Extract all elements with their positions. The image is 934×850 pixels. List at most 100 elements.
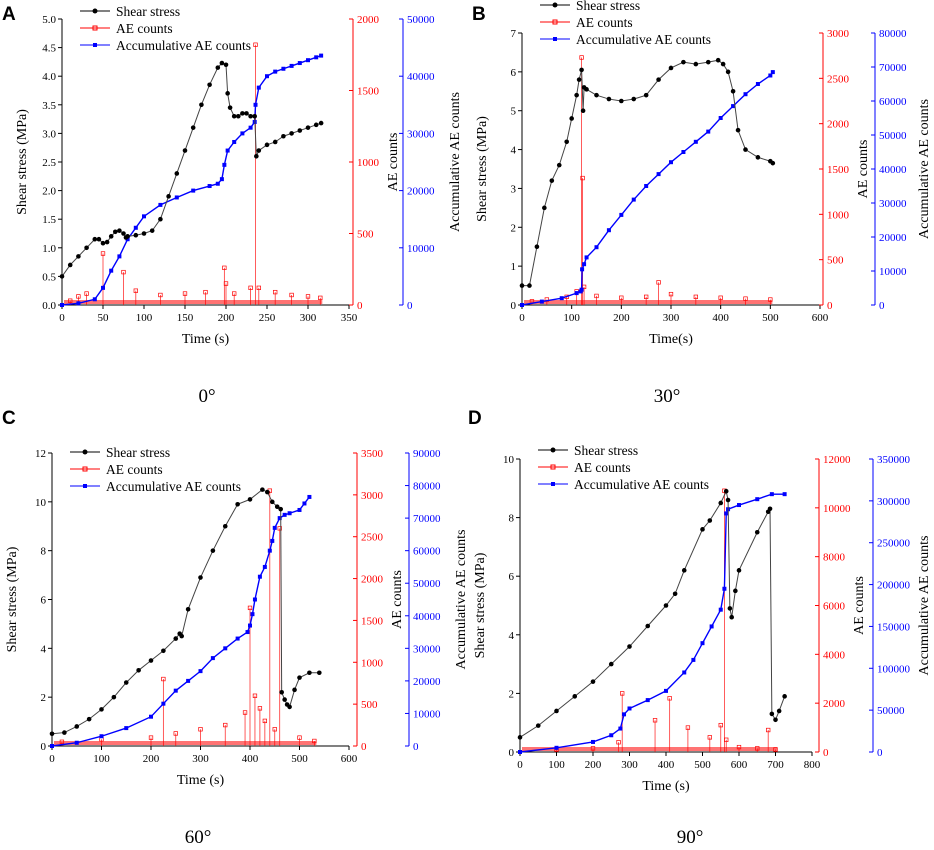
shear-stress-point — [776, 708, 782, 714]
shear-stress-point — [248, 113, 253, 119]
ae-noise-band — [64, 300, 323, 304]
ae-point — [203, 289, 208, 295]
shear-stress-point — [736, 568, 742, 573]
shear-stress-point — [769, 711, 775, 717]
ae-tick-label: 8000 — [823, 552, 846, 564]
shear-stress-point — [149, 228, 155, 233]
cum-ae-point — [580, 267, 585, 272]
cum-tick-label: 90000 — [413, 448, 441, 460]
x-tick-label: 400 — [712, 312, 729, 324]
cum-ae-point — [618, 726, 623, 731]
cum-ae-point — [709, 624, 714, 629]
ae-tick-label: 1000 — [827, 209, 850, 221]
shear-stress-point — [735, 127, 741, 133]
shear-stress-point — [96, 236, 102, 242]
ae-point — [579, 55, 584, 60]
shear-stress-point — [269, 499, 275, 505]
cum-ae-point — [158, 202, 163, 207]
cum-tick-label: 40000 — [407, 71, 435, 83]
shear-stress-point — [198, 575, 203, 580]
shear-stress-point — [715, 57, 721, 63]
ae-tick-label: 12000 — [823, 454, 851, 466]
cum-ae-point — [631, 197, 636, 202]
shear-stress-point — [281, 133, 286, 139]
shear-stress-point — [656, 77, 661, 82]
shear-stress-point — [108, 234, 114, 239]
y-tick-label: 1.5 — [42, 214, 56, 226]
ae-point — [262, 718, 267, 724]
ae-point — [766, 727, 771, 733]
cum-ae-point — [223, 646, 228, 651]
cum-ae-point — [718, 116, 723, 120]
shear-stress-point — [59, 274, 65, 279]
cum-ae-point — [270, 538, 275, 543]
shear-stress-point — [136, 668, 141, 673]
cum-ae-point — [173, 688, 178, 693]
shear-stress-point — [190, 125, 196, 130]
ae-tick-label: 10000 — [823, 503, 851, 515]
shear-stress-point — [236, 113, 241, 119]
ae-tick-label: 1000 — [357, 157, 380, 169]
cum-ae-point — [627, 706, 632, 711]
legend-marker — [552, 19, 558, 25]
shear-stress-point — [158, 216, 163, 222]
cum-tick-label: 10000 — [407, 243, 435, 255]
cum-ae-point — [669, 160, 673, 165]
y-axis-label: Shear stress (MPa) — [15, 109, 30, 215]
shear-stress-point — [225, 91, 230, 96]
cum-tick-label: 50000 — [407, 14, 435, 26]
ae-point — [305, 294, 311, 299]
cum-ae-point — [101, 285, 105, 290]
cum-ae-point — [250, 612, 255, 617]
ae-point — [277, 526, 282, 531]
cum-tick-label: 20000 — [413, 676, 441, 688]
cum-ae-point — [302, 501, 307, 506]
ae-point — [616, 740, 621, 745]
ae-point — [736, 744, 742, 750]
shear-stress-point — [297, 675, 302, 680]
x-tick-label: 500 — [694, 759, 711, 771]
x-tick-label: 350 — [341, 312, 358, 324]
shear-stress-point — [272, 139, 278, 145]
y-axis-label: Shear stress (MPa) — [475, 116, 490, 222]
cum-ae-point — [289, 63, 294, 68]
shear-stress-point — [718, 500, 724, 506]
cum-ae-point — [219, 177, 224, 182]
shear-stress-point — [579, 67, 584, 73]
shear-stress-point — [313, 122, 319, 128]
cum-tick-label: 40000 — [413, 611, 441, 623]
cum-ae-point — [287, 511, 292, 516]
shear-stress-point — [725, 69, 731, 75]
x-tick-label: 600 — [341, 753, 358, 765]
shear-stress-point — [773, 717, 778, 723]
ae-point — [312, 738, 317, 744]
cum-ae-point — [656, 172, 661, 177]
y-tick-label: 3.5 — [42, 100, 56, 112]
shear-stress-point — [111, 694, 117, 700]
ae-tick-label: 2500 — [361, 532, 384, 544]
legend-marker — [550, 447, 556, 453]
shear-stress-point — [123, 680, 129, 685]
y-tick-label: 1 — [511, 261, 517, 273]
cum-ae-point — [222, 162, 227, 167]
cum-ae-point — [124, 726, 129, 731]
cum-ae-point — [724, 511, 729, 516]
ae-noise-band — [522, 747, 778, 751]
shear-stress-point — [755, 155, 761, 160]
x-tick-label: 50 — [98, 312, 110, 324]
cum-ae-point — [755, 497, 760, 502]
cum-tick-label: 50000 — [879, 130, 907, 142]
ae-tick-label: 2000 — [823, 698, 846, 710]
cum-ae-point — [606, 228, 611, 233]
shear-stress-point — [318, 120, 324, 126]
cum-ae-point — [314, 55, 319, 60]
cum-ae-point — [645, 698, 650, 703]
shear-stress-point — [606, 96, 612, 102]
ae-point — [590, 746, 596, 751]
cum-ae-point — [191, 188, 196, 193]
shear-stress-point — [84, 245, 89, 251]
y-tick-label: 0 — [511, 300, 517, 312]
cum-ae-point — [256, 85, 261, 90]
ae-axis-label: AE counts — [856, 140, 871, 199]
cum-ae-point — [582, 262, 587, 267]
